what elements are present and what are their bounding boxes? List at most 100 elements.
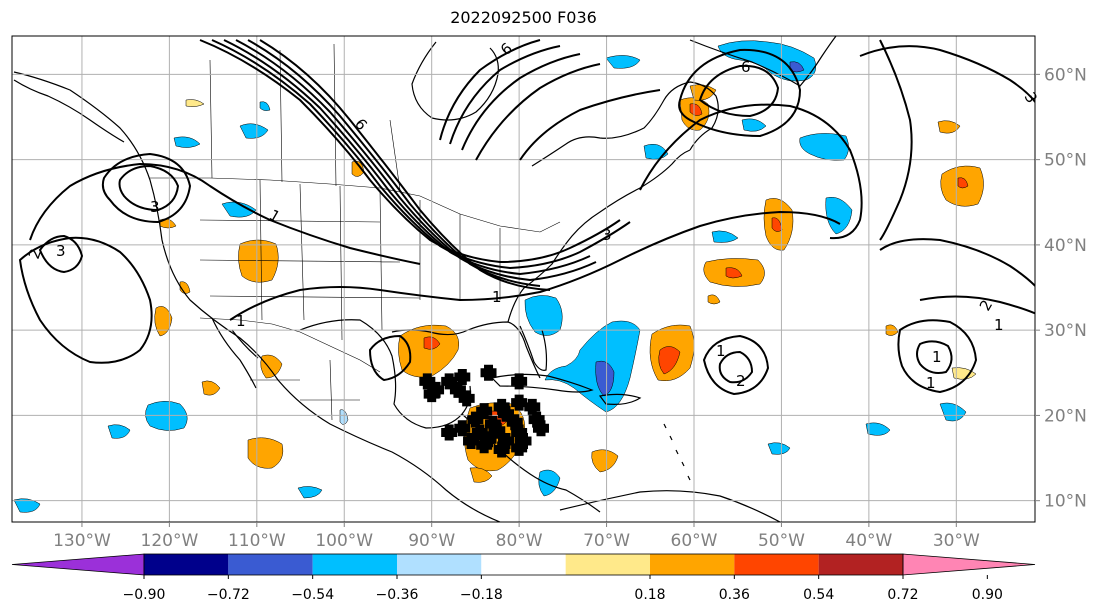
colorbar-tick-label: −0.36	[376, 587, 419, 603]
positive-anomaly-patch	[469, 467, 493, 483]
plus-marker	[476, 403, 493, 420]
contour-line	[229, 210, 841, 321]
plus-marker	[423, 386, 440, 403]
canada-atlantic-coast	[531, 81, 719, 167]
colorbar-frame	[143, 553, 904, 576]
colorbar-tick-label: 0.36	[719, 587, 750, 603]
cuba	[490, 373, 594, 393]
map-frame	[11, 35, 1036, 523]
positive-anomaly-patch	[247, 437, 284, 469]
contour-line	[859, 45, 1035, 104]
positive-anomaly-patch	[707, 294, 721, 305]
plus-marker	[524, 398, 541, 415]
contour-label: 1	[926, 374, 936, 392]
colorbar-segment	[481, 554, 566, 575]
contour-line	[718, 350, 754, 384]
antilles-islands	[663, 423, 691, 481]
plus-marker	[463, 433, 480, 449]
colorbar-tick-label: 0.54	[803, 587, 834, 603]
map-title: 2022092500 F036	[450, 8, 597, 27]
contour-line	[879, 238, 1035, 288]
longitude-label: 100°W	[315, 531, 373, 551]
contour-line	[118, 164, 180, 212]
longitude-label: 70°W	[583, 531, 630, 551]
positive-anomaly-patch	[260, 354, 283, 379]
positive-anomaly-patch	[238, 239, 279, 283]
contour-line	[919, 295, 1035, 315]
negative-anomaly-patch	[767, 442, 791, 455]
longitude-label: 90°W	[408, 531, 455, 551]
contour-line	[519, 89, 661, 161]
us-east-coast	[507, 149, 691, 323]
colorbar-tick-label: 0.18	[634, 587, 665, 603]
negative-anomaly-patch	[13, 498, 41, 513]
contour-label: 1	[994, 316, 1004, 334]
colorbar-tick-label: −0.90	[123, 587, 166, 603]
lat-lon-grid	[12, 36, 1035, 522]
contour-line	[678, 48, 802, 138]
contour-line	[199, 39, 621, 264]
contour-line	[698, 64, 780, 118]
colorbar-tick-label: −0.72	[207, 587, 250, 603]
colorbar-segment	[312, 554, 397, 575]
positive-anomaly-patch	[185, 99, 205, 107]
contour-label: 2	[736, 372, 746, 390]
north-america-pacific-coast	[13, 71, 501, 522]
contour-label: 1	[236, 312, 246, 330]
longitude-label: 80°W	[496, 531, 543, 551]
colorbar: −0.90 −0.72 −0.54 −0.36 −0.18 0.18 0.36 0.54 0.7…	[11, 553, 1036, 603]
contour-label: 1	[716, 342, 726, 360]
latitude-label: 20°N	[1044, 406, 1087, 426]
positive-anomaly-patch	[201, 380, 221, 396]
map-axes: 130°W 120°W 110°W 100°W 90°W 80°W 70°W 60°W 50°W…	[53, 65, 1087, 551]
colorbar-tick-label: 0.90	[972, 587, 1003, 603]
negative-anomaly-patch	[605, 55, 641, 69]
longitude-label: 50°W	[758, 531, 805, 551]
longitude-label: 120°W	[141, 531, 199, 551]
plus-marker	[449, 381, 466, 398]
latitude-label: 60°N	[1044, 65, 1087, 85]
plus-marker	[532, 420, 549, 437]
contour-line	[916, 340, 953, 374]
positive-anomaly-patch	[398, 324, 459, 378]
contour-label: 3	[602, 226, 612, 244]
longitude-label: 40°W	[845, 531, 892, 551]
negative-anomaly-patch	[741, 118, 767, 132]
negative-anomaly-patch	[711, 230, 739, 243]
contour-line	[38, 234, 84, 274]
latitude-label: 30°N	[1044, 321, 1087, 341]
contour-line	[29, 162, 421, 265]
negative-anomaly-patch	[173, 136, 201, 148]
contour-label: 3	[150, 198, 160, 216]
storm-marker-cluster	[419, 364, 549, 458]
contour-line	[639, 103, 863, 240]
negative-anomaly-patch	[107, 424, 131, 439]
florida	[519, 325, 548, 371]
positive-anomaly-patch	[937, 120, 961, 134]
positive-anomaly-patch	[771, 217, 783, 232]
negative-anomaly-patch	[297, 486, 323, 499]
plus-marker	[511, 394, 528, 411]
coastlines	[13, 36, 837, 522]
contour-line	[439, 39, 601, 161]
positive-anomaly-patch	[725, 267, 743, 279]
contour-line	[223, 39, 591, 276]
colorbar-segment	[818, 554, 903, 575]
plus-marker	[458, 390, 475, 407]
plus-marker	[476, 437, 493, 454]
longitude-label: 60°W	[671, 531, 718, 551]
contour-line	[235, 39, 597, 282]
plus-marker	[498, 405, 515, 422]
positive-anomaly-patch	[951, 367, 977, 380]
plus-marker	[489, 422, 506, 439]
contour-label: 6	[741, 58, 751, 76]
latitude-label: 40°N	[1044, 236, 1087, 256]
plus-marker	[480, 364, 497, 381]
contour-line	[101, 152, 192, 224]
contour-line	[897, 319, 978, 394]
colorbar-tick-label: 0.72	[887, 587, 918, 603]
colorbar-segment	[228, 554, 313, 575]
plus-marker	[454, 420, 471, 437]
negative-anomaly-patch	[538, 469, 561, 497]
mexico-states	[250, 359, 360, 421]
